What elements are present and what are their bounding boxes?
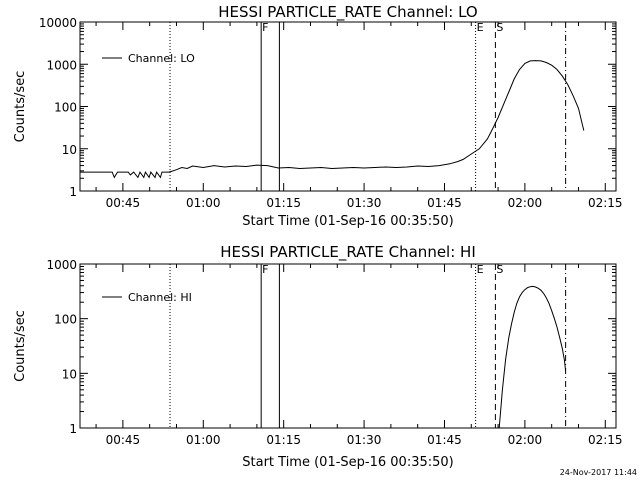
x-tick-label: 02:15 [588, 196, 623, 210]
event-marker-label: E [477, 263, 484, 276]
footer-timestamp: 24-Nov-2017 11:44 [560, 468, 637, 477]
y-tick-label: 10 [62, 143, 77, 157]
y-tick-label: 1 [69, 422, 77, 436]
x-tick-label: 02:00 [508, 196, 543, 210]
x-tick-label: 01:30 [347, 196, 382, 210]
event-marker-label: E [477, 21, 484, 34]
x-tick-label: 01:30 [347, 433, 382, 447]
event-marker-label: F [262, 263, 268, 276]
x-axis-label: Start Time (01-Sep-16 00:35:50) [242, 455, 453, 470]
legend-label: Channel: HI [128, 291, 192, 304]
y-tick-label: 1000 [46, 58, 77, 72]
event-marker-label: S [496, 21, 503, 34]
x-tick-label: 01:00 [186, 196, 221, 210]
x-tick-label: 02:15 [588, 433, 623, 447]
x-tick-label: 01:00 [186, 433, 221, 447]
y-tick-label: 1 [69, 185, 77, 199]
event-marker-label: S [496, 263, 503, 276]
x-tick-label: 02:00 [508, 433, 543, 447]
y-axis-label: Counts/sec [13, 71, 28, 143]
event-marker-label: F [262, 21, 268, 34]
legend-label: Channel: LO [128, 52, 195, 65]
y-tick-label: 100 [54, 101, 77, 115]
y-tick-label: 10 [62, 367, 77, 381]
chart-title: HESSI PARTICLE_RATE Channel: LO [218, 3, 477, 22]
x-tick-label: 00:45 [106, 433, 141, 447]
chart-title: HESSI PARTICLE_RATE Channel: HI [220, 243, 476, 262]
plot-frame [79, 263, 617, 429]
lo-channel-panel: HESSI PARTICLE_RATE Channel: LO Start Tim… [13, 3, 623, 229]
x-tick-label: 01:45 [427, 433, 462, 447]
hi-channel-panel: HESSI PARTICLE_RATE Channel: HI Start Tim… [13, 243, 623, 470]
data-series-line [498, 285, 567, 429]
data-series-line [80, 60, 585, 179]
y-tick-label: 10000 [39, 16, 77, 30]
x-axis-label: Start Time (01-Sep-16 00:35:50) [242, 214, 453, 229]
x-tick-label: 01:15 [266, 433, 301, 447]
y-tick-label: 1000 [46, 258, 77, 272]
y-axis-label: Counts/sec [13, 310, 28, 382]
plot-frame [79, 21, 617, 192]
x-tick-label: 01:15 [266, 196, 301, 210]
x-tick-label: 00:45 [106, 196, 141, 210]
y-tick-label: 100 [54, 313, 77, 327]
x-tick-label: 01:45 [427, 196, 462, 210]
